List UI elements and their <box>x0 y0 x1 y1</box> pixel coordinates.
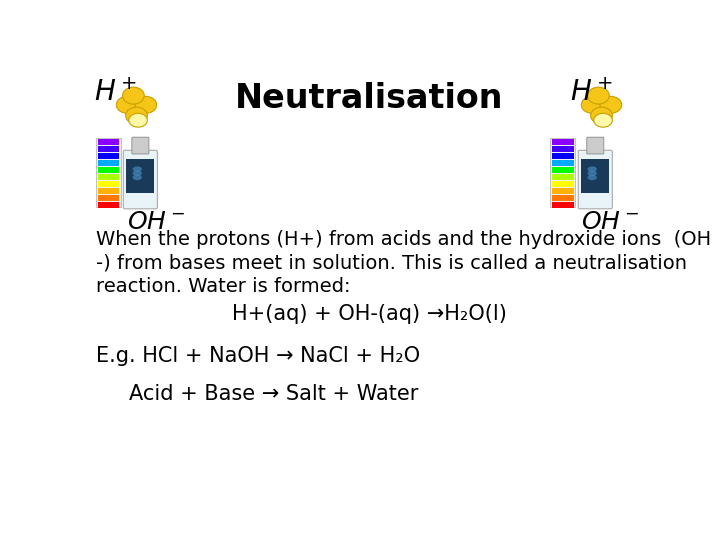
Ellipse shape <box>132 171 142 176</box>
Bar <box>98 195 120 201</box>
Bar <box>552 174 574 180</box>
Text: Neutralisation: Neutralisation <box>235 82 503 114</box>
Bar <box>552 188 574 194</box>
Bar <box>552 160 574 166</box>
Ellipse shape <box>129 113 148 127</box>
Ellipse shape <box>594 113 612 127</box>
Ellipse shape <box>132 166 142 172</box>
FancyBboxPatch shape <box>578 150 612 209</box>
Ellipse shape <box>135 96 157 113</box>
Bar <box>550 138 575 207</box>
FancyBboxPatch shape <box>123 150 158 209</box>
FancyBboxPatch shape <box>587 137 604 154</box>
Text: $\it{H}^+$: $\it{H}^+$ <box>570 79 613 107</box>
Bar <box>552 153 574 159</box>
Text: $\it{OH}^-$: $\it{OH}^-$ <box>127 210 186 234</box>
Ellipse shape <box>117 96 138 113</box>
Bar <box>552 139 574 145</box>
Text: -) from bases meet in solution. This is called a neutralisation: -) from bases meet in solution. This is … <box>96 253 687 273</box>
Ellipse shape <box>600 96 621 113</box>
Bar <box>581 159 609 193</box>
Text: $\it{OH}^-$: $\it{OH}^-$ <box>580 210 639 234</box>
Bar <box>552 181 574 187</box>
Ellipse shape <box>132 174 142 180</box>
Ellipse shape <box>588 174 597 180</box>
Bar <box>98 181 120 187</box>
Text: H+(aq) + OH-(aq) →H₂O(l): H+(aq) + OH-(aq) →H₂O(l) <box>232 303 506 323</box>
Bar <box>98 202 120 208</box>
Ellipse shape <box>126 107 148 124</box>
Bar <box>98 174 120 180</box>
Bar <box>98 153 120 159</box>
Ellipse shape <box>581 96 603 113</box>
Text: reaction. Water is formed:: reaction. Water is formed: <box>96 276 351 295</box>
Ellipse shape <box>588 166 597 172</box>
Text: $\it{H}^+$: $\it{H}^+$ <box>94 79 137 107</box>
Bar <box>552 202 574 208</box>
FancyBboxPatch shape <box>132 137 149 154</box>
Bar <box>98 146 120 152</box>
Bar <box>552 167 574 173</box>
Ellipse shape <box>588 171 597 176</box>
Bar <box>98 160 120 166</box>
Text: When the protons (H+) from acids and the hydroxide ions  (OH: When the protons (H+) from acids and the… <box>96 231 711 249</box>
Bar <box>552 146 574 152</box>
Text: Acid + Base → Salt + Water: Acid + Base → Salt + Water <box>129 384 418 404</box>
Bar <box>552 195 574 201</box>
Ellipse shape <box>588 87 609 104</box>
Bar <box>98 139 120 145</box>
Bar <box>127 159 154 193</box>
Bar <box>96 138 121 207</box>
Ellipse shape <box>122 87 144 104</box>
Text: E.g. HCl + NaOH → NaCl + H₂O: E.g. HCl + NaOH → NaCl + H₂O <box>96 346 420 366</box>
Bar <box>98 188 120 194</box>
Ellipse shape <box>590 107 612 124</box>
Bar <box>98 167 120 173</box>
